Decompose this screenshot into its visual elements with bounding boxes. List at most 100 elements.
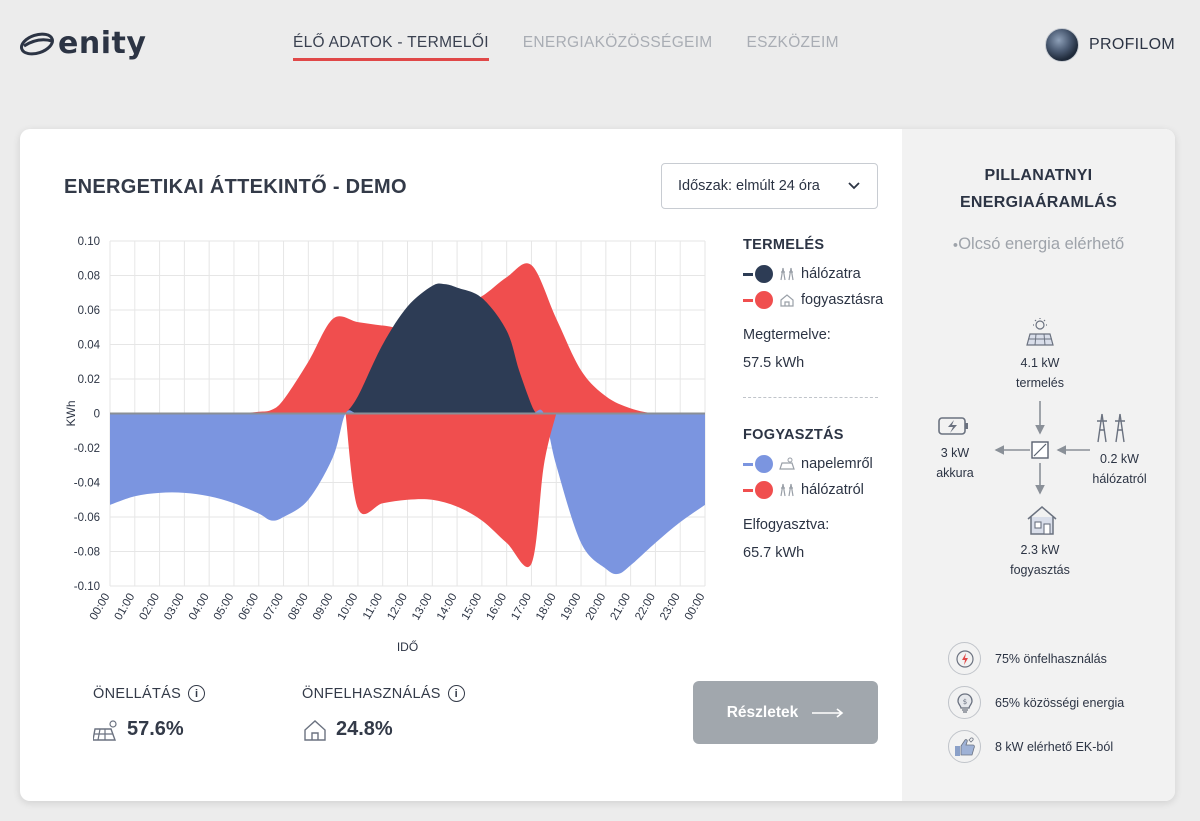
y-axis-title: KWh (64, 400, 78, 426)
details-button-label: Részletek (726, 703, 799, 721)
details-button[interactable]: Részletek (693, 681, 878, 744)
flow-panel-title: PILLANATNYI ENERGIAÁRAMLÁS (902, 162, 1175, 216)
overview-card: ENERGETIKAI ÁTTEKINTŐ - DEMO Időszak: el… (20, 129, 1175, 801)
legend-consumption-heading: FOGYASZTÁS (743, 427, 844, 443)
power-tower-icon (780, 267, 794, 281)
consumed-label: Elfogyasztva: (743, 517, 830, 533)
x-tick-label: 19:00 (559, 592, 584, 623)
avatar[interactable] (1045, 28, 1080, 62)
y-tick-label: 0.08 (78, 271, 100, 283)
house-icon (1027, 506, 1057, 535)
main-nav: ÉLŐ ADATOK - TERMELŐI ENERGIAKÖZÖSSÉGEIM… (293, 34, 839, 61)
solar-panel-icon (93, 719, 117, 741)
consumed-value: 65.7 kWh (743, 545, 805, 561)
arrow-right-icon (812, 707, 844, 718)
kpi-label: ÖNFELHASZNÁLÁS (302, 685, 441, 702)
x-tick-label: 11:00 (361, 592, 385, 622)
series-area-napelemről (110, 409, 705, 575)
lightning-circle-icon (955, 649, 974, 668)
legend-dot (755, 265, 773, 283)
x-tick-label: 00:00 (683, 592, 708, 623)
cheap-energy-note: ●Olcsó energia elérhető (902, 235, 1175, 254)
y-tick-label: -0.04 (74, 478, 101, 490)
nav-devices[interactable]: ESZKÖZEIM (746, 34, 839, 51)
x-tick-label: 17:00 (509, 592, 534, 623)
x-tick-label: 09:00 (311, 592, 336, 623)
badge-label: 75% önfelhasználás (995, 651, 1107, 666)
energy-flow-panel: PILLANATNYI ENERGIAÁRAMLÁS ●Olcsó energi… (902, 129, 1175, 801)
house-plug-icon (304, 719, 326, 741)
flow-battery-value: 3 kW (940, 446, 970, 460)
badge-label: 8 kW elérhető EK-ból (995, 739, 1114, 754)
produced-value: 57.5 kWh (743, 355, 805, 371)
legend-dot (755, 481, 773, 499)
info-icon[interactable]: i (447, 685, 465, 702)
kpi-label: ÖNELLÁTÁS (93, 685, 182, 702)
brand-logo[interactable]: enity (20, 26, 146, 61)
svg-text:$: $ (962, 698, 966, 706)
legend-item-to-grid[interactable]: hálózatra (743, 261, 883, 287)
y-tick-label: -0.08 (74, 547, 100, 559)
badge-community-energy: $ 65% közösségi energia (948, 686, 1124, 719)
badge-label: 65% közösségi energia (995, 695, 1125, 710)
kpi-self-consumption: ÖNFELHASZNÁLÁS i 24.8% (302, 685, 465, 741)
x-tick-label: 15:00 (460, 592, 485, 623)
cheap-energy-text: Olcsó energia elérhető (958, 235, 1125, 253)
enity-logo-icon (20, 32, 54, 55)
energy-flow-arrows (994, 401, 1090, 495)
badge-self-consumption: 75% önfelhasználás (948, 642, 1107, 675)
series-area-hálózatra (345, 283, 537, 414)
y-tick-label: 0.06 (78, 305, 100, 317)
x-tick-label: 08:00 (286, 592, 311, 623)
x-tick-label: 01:00 (113, 592, 138, 623)
x-tick-label: 21:00 (608, 592, 633, 623)
flow-consumption: 2.3 kW fogyasztás (1000, 540, 1080, 580)
y-tick-label: 0.10 (78, 236, 100, 248)
legend-label: hálózatról (801, 482, 864, 498)
x-tick-label: 18:00 (534, 592, 559, 623)
y-tick-label: 0.04 (78, 340, 101, 352)
x-tick-label: 05:00 (212, 592, 237, 623)
nav-communities[interactable]: ENERGIAKÖZÖSSÉGEIM (522, 34, 713, 51)
y-tick-label: -0.02 (74, 443, 100, 455)
x-tick-label: 22:00 (633, 592, 658, 623)
nav-live-data[interactable]: ÉLŐ ADATOK - TERMELŐI (293, 34, 489, 61)
legend-label: napelemről (801, 456, 873, 472)
x-tick-label: 20:00 (584, 592, 609, 623)
legend-production-heading: TERMELÉS (743, 237, 825, 253)
period-select-value: Időszak: elmúlt 24 óra (678, 178, 820, 194)
flow-consumption-label: fogyasztás (1010, 563, 1070, 577)
legend-divider (743, 397, 878, 398)
legend-item-from-grid[interactable]: hálózatról (743, 477, 873, 503)
legend-production: TERMELÉS hálózatra fogyasztásra Megterme… (743, 237, 883, 371)
legend-label: fogyasztásra (801, 292, 884, 308)
flow-grid-label: hálózatról (1092, 472, 1147, 486)
solar-panel-icon (779, 457, 795, 470)
flow-title-line1: PILLANATNYI (984, 167, 1093, 184)
flow-grid: 0.2 kW hálózatról (1082, 449, 1157, 489)
series-area-hálózatról (345, 413, 557, 568)
y-tick-label: 0 (94, 409, 100, 421)
flow-battery: 3 kW akkura (920, 443, 990, 483)
x-tick-label: 14:00 (435, 592, 460, 623)
solar-panel-icon (1026, 318, 1054, 346)
legend-item-from-solar[interactable]: napelemről (743, 451, 873, 477)
flow-production: 4.1 kW termelés (1000, 353, 1080, 393)
x-tick-label: 00:00 (88, 592, 113, 623)
profile-label[interactable]: PROFILOM (1089, 36, 1175, 53)
power-tower-icon (780, 483, 794, 497)
period-select[interactable]: Időszak: elmúlt 24 óra (661, 163, 878, 209)
flow-production-label: termelés (1016, 376, 1064, 390)
x-tick-label: 02:00 (137, 592, 162, 623)
info-icon[interactable]: i (188, 685, 206, 702)
thumbs-up-icon (954, 737, 975, 756)
profile-menu[interactable]: PROFILOM (1045, 28, 1175, 62)
x-tick-label: 13:00 (410, 592, 435, 623)
flow-consumption-value: 2.3 kW (1020, 543, 1060, 557)
legend-dot (755, 291, 773, 309)
status-dot-icon: ● (952, 239, 959, 250)
flow-production-value: 4.1 kW (1020, 356, 1060, 370)
legend-item-to-consumption[interactable]: fogyasztásra (743, 287, 883, 313)
kpi-value: 24.8% (336, 718, 393, 740)
flow-battery-label: akkura (936, 466, 974, 480)
